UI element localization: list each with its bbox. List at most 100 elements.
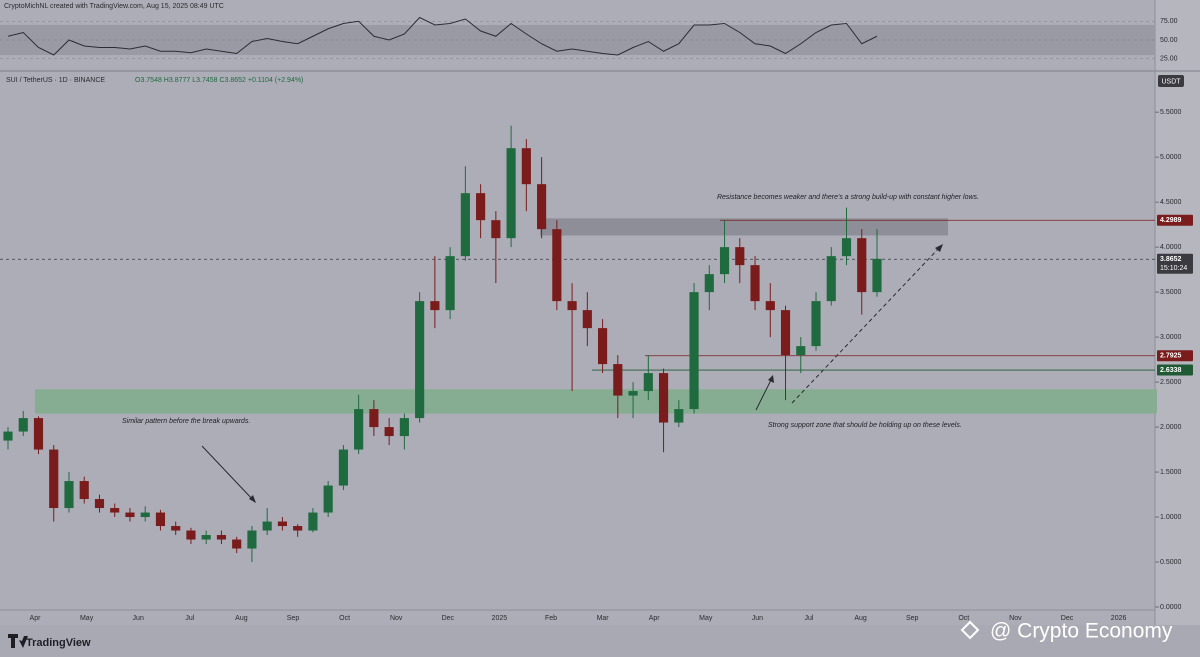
candle-body xyxy=(796,346,806,356)
price-label: 2.6338 xyxy=(1160,367,1182,374)
candle-body xyxy=(3,431,13,441)
arrow xyxy=(755,377,773,411)
candle-body xyxy=(323,485,333,513)
y-tick-label: 2.5000 xyxy=(1160,379,1182,386)
candle-body xyxy=(704,274,714,293)
candle-body xyxy=(445,256,455,311)
candle-body xyxy=(476,193,486,221)
candle-body xyxy=(216,535,227,540)
header: CryptoMichNL created with TradingView.co… xyxy=(4,3,224,10)
annotation: Strong support zone that should be holdi… xyxy=(768,422,962,429)
ohlc: O3.7548 H3.8777 L3.7458 C3.8652 +0.1104 … xyxy=(135,77,303,84)
candle-body xyxy=(643,373,653,392)
arrow xyxy=(201,445,256,503)
y-tick-label: 3.0000 xyxy=(1160,334,1182,341)
price-label-box xyxy=(1157,253,1193,274)
candle-body xyxy=(658,373,669,423)
rsi-tick-label: 50.00 xyxy=(1160,37,1178,44)
candle-body xyxy=(125,512,135,518)
price-axis-bg xyxy=(1155,0,1200,625)
candle-body xyxy=(506,148,516,239)
candle-body xyxy=(171,526,181,531)
candle-body xyxy=(247,530,257,549)
y-tick-label: 0.0000 xyxy=(1160,604,1182,611)
y-tick-label: 1.0000 xyxy=(1160,514,1182,521)
trend-arrow xyxy=(791,246,941,404)
candle-body xyxy=(582,310,592,329)
x-tick-label: Dec xyxy=(1061,615,1074,622)
tv-logo: TradingView xyxy=(26,637,91,649)
candle-body xyxy=(79,481,89,500)
y-tick-label: 4.5000 xyxy=(1160,199,1182,206)
x-tick-label: Aug xyxy=(854,615,867,622)
x-tick-label: Sep xyxy=(287,615,300,622)
x-tick-label: Dec xyxy=(442,615,455,622)
candle-body xyxy=(277,521,287,527)
candle-body xyxy=(399,418,409,437)
watermark-icon xyxy=(960,620,980,640)
x-tick-label: Jun xyxy=(133,615,144,622)
candle-body xyxy=(186,530,196,540)
zone xyxy=(35,389,1157,414)
candle-body xyxy=(780,310,791,356)
zone xyxy=(540,218,948,236)
symbol: SUI / TetherUS · 1D · BINANCE xyxy=(6,77,105,84)
y-tick-label: 3.5000 xyxy=(1160,289,1182,296)
price-label-box xyxy=(1157,350,1193,362)
candle-body xyxy=(155,512,166,527)
candle-body xyxy=(826,256,836,302)
candle-body xyxy=(750,265,760,302)
candle-body xyxy=(33,418,44,450)
candle-body xyxy=(735,247,745,266)
candle-body xyxy=(460,193,470,257)
rsi-tick-label: 75.00 xyxy=(1160,18,1178,25)
candle-body xyxy=(354,409,364,450)
price-label: 2.7925 xyxy=(1160,353,1182,360)
candle-body xyxy=(64,481,74,509)
price-label-box xyxy=(1157,214,1193,226)
countdown: 15:10:24 xyxy=(1160,265,1187,272)
arrow-head xyxy=(768,375,774,383)
candle-body xyxy=(293,526,303,531)
x-tick-label: Nov xyxy=(390,615,403,622)
x-tick-label: Sep xyxy=(906,615,919,622)
price-label: 4.2989 xyxy=(1160,217,1182,224)
x-tick-label: Nov xyxy=(1009,615,1022,622)
candle-body xyxy=(110,508,120,513)
arrow-head xyxy=(935,244,943,252)
candle-body xyxy=(841,238,852,257)
candle-body xyxy=(719,247,730,275)
x-tick-label: 2025 xyxy=(492,615,508,622)
price-label: 3.8652 xyxy=(1160,256,1182,263)
candle-body xyxy=(537,184,547,230)
x-tick-label: Oct xyxy=(958,615,969,622)
x-tick-label: Jul xyxy=(805,615,814,622)
x-tick-label: Oct xyxy=(339,615,350,622)
candle-body xyxy=(94,499,105,509)
candle-body xyxy=(415,301,425,419)
x-tick-label: Mar xyxy=(597,615,610,622)
candle-body xyxy=(308,512,318,531)
candle-body xyxy=(857,238,867,293)
candle-body xyxy=(201,535,211,540)
candle-body xyxy=(872,258,882,293)
candle-body xyxy=(765,301,775,311)
candle-body xyxy=(369,409,379,428)
x-tick-label: Feb xyxy=(545,615,557,622)
x-tick-label: Apr xyxy=(649,615,661,622)
candle-body xyxy=(232,539,242,549)
rsi-tick-label: 25.00 xyxy=(1160,56,1178,63)
x-tick-label: Aug xyxy=(235,615,248,622)
y-tick-label: 5.0000 xyxy=(1160,154,1182,161)
candle-body xyxy=(338,449,348,486)
candle-body xyxy=(689,292,699,410)
currency-box xyxy=(1158,75,1184,87)
candle-body xyxy=(613,364,623,396)
footer xyxy=(0,625,1200,657)
candle-body xyxy=(521,148,531,185)
annotation: Resistance becomes weaker and there's a … xyxy=(717,194,979,201)
watermark: @ Crypto Economy xyxy=(990,620,1173,643)
candle-body xyxy=(598,328,608,365)
